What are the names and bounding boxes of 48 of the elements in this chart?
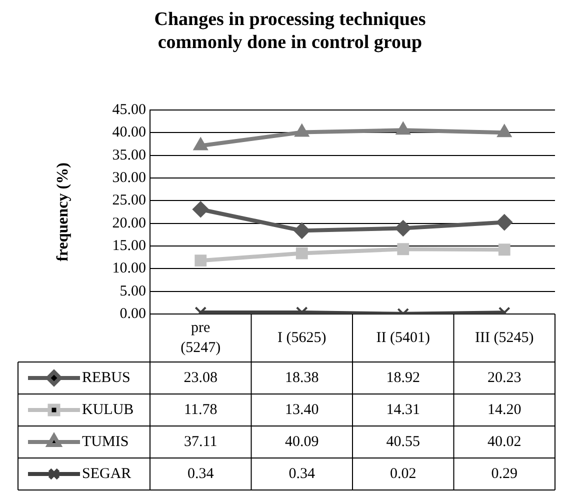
point xyxy=(397,243,410,256)
y-axis-title: frequency (%) xyxy=(54,162,72,262)
data-label: 18.38 xyxy=(285,370,319,386)
y-tick-label: 15.00 xyxy=(112,238,146,254)
data-label: 13.40 xyxy=(285,402,319,418)
point xyxy=(296,247,308,260)
legend-label: REBUS xyxy=(82,370,130,386)
x-tick-label: pre (5247) xyxy=(180,320,221,356)
data-label: 11.78 xyxy=(184,402,218,418)
data-label: 0.29 xyxy=(491,466,518,482)
data-label: 0.02 xyxy=(390,466,416,482)
data-label: 23.08 xyxy=(184,370,218,386)
data-label: 20.23 xyxy=(488,370,522,386)
y-tick-label: 30.00 xyxy=(112,170,146,186)
y-tick-label: 40.00 xyxy=(112,124,146,141)
data-label: 14.31 xyxy=(386,402,420,418)
point xyxy=(194,254,207,267)
legend-label: KULUB xyxy=(82,402,134,418)
point xyxy=(294,222,310,239)
y-tick-label: 10.00 xyxy=(112,260,146,277)
data-label: 40.09 xyxy=(285,434,319,450)
data-label: 18.92 xyxy=(386,370,420,386)
data-label: 40.55 xyxy=(386,434,420,450)
point xyxy=(294,124,309,137)
legend-label: TUMIS xyxy=(82,434,129,450)
y-tick-label: 20.00 xyxy=(112,215,146,232)
data-label: 14.20 xyxy=(488,402,522,418)
legend-label: SEGAR xyxy=(82,466,132,482)
point xyxy=(194,138,208,150)
y-tick-label: 0.00 xyxy=(120,306,146,322)
point xyxy=(496,214,512,230)
point xyxy=(497,124,512,138)
y-tick-label: 35.00 xyxy=(112,147,146,164)
y-tick-label: 5.00 xyxy=(120,283,146,300)
x-tick-label: III (5245) xyxy=(475,330,534,346)
data-label: 0.34 xyxy=(188,466,214,482)
data-label: 40.02 xyxy=(488,434,522,450)
x-tick-label: I (5625) xyxy=(278,330,326,346)
y-tick-label: 45.00 xyxy=(112,102,146,118)
point xyxy=(396,122,410,135)
point xyxy=(395,220,412,236)
point xyxy=(498,244,510,256)
x-tick-label: II (5401) xyxy=(376,330,430,346)
y-tick-label: 25.00 xyxy=(112,192,146,209)
point xyxy=(192,201,209,218)
data-label: 37.11 xyxy=(184,434,218,450)
data-label: 0.34 xyxy=(288,466,316,482)
chart-title: Changes in processing techniques commonly done in control group xyxy=(153,8,427,54)
